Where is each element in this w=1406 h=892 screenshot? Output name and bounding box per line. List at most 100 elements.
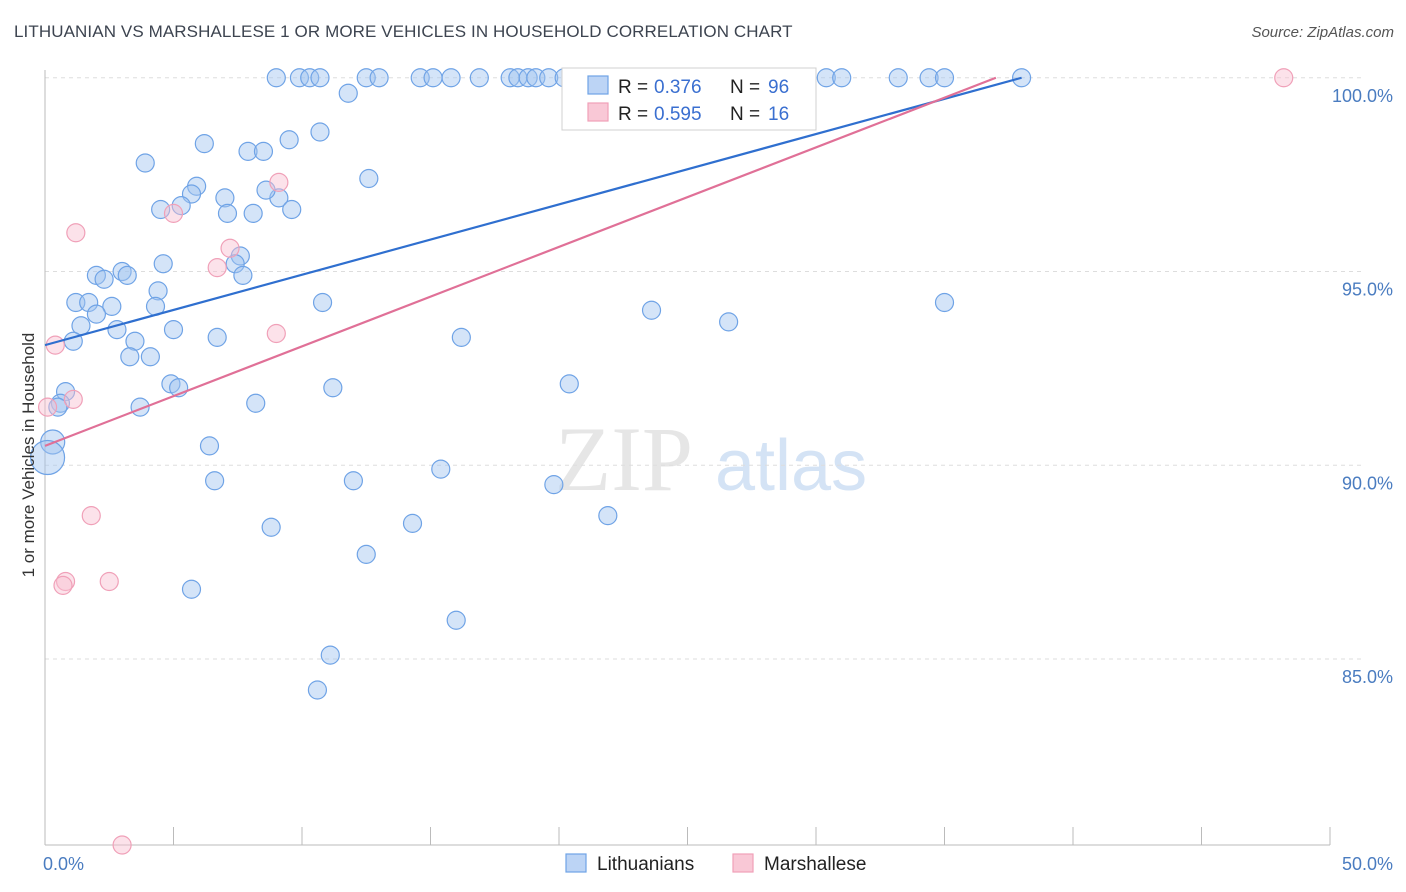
axis-labels: 85.0% 90.0% 95.0% 100.0% 0.0% 50.0%: [43, 86, 1393, 874]
legend-swatch-lithuanians: [587, 75, 609, 95]
bottom-legend-lithuanians: Lithuanians: [597, 854, 694, 875]
marshallese-trend-line: [44, 76, 997, 447]
marshallese-point: [99, 571, 119, 592]
lithuanian-point: [225, 254, 245, 274]
lithuanian-point: [641, 300, 662, 320]
lithuanian-point: [48, 397, 68, 417]
lithuanian-point: [338, 83, 358, 103]
watermark-zip: ZIP: [555, 408, 693, 510]
lithuanian-point: [518, 68, 538, 88]
lithuanian-point: [423, 68, 443, 88]
y-tick-label: 95.0%: [1342, 280, 1393, 300]
y-tick-label: 100.0%: [1332, 86, 1393, 106]
marshallese-point: [207, 258, 227, 278]
lithuanian-point: [282, 199, 302, 220]
grid-lines: [45, 77, 1365, 660]
bottom-legend-swatch-lithuanians: [565, 853, 587, 873]
lithuanian-point: [343, 471, 363, 491]
lithuanian-point: [469, 68, 489, 88]
lithuanian-point: [446, 610, 466, 630]
chart-title: LITHUANIAN VS MARSHALLESE 1 OR MORE VEHI…: [14, 22, 793, 41]
lithuanian-point: [140, 347, 160, 367]
lithuanian-point: [120, 347, 140, 367]
lithuanian-point: [217, 203, 238, 223]
legend-r-label-1: R =: [618, 77, 648, 98]
lithuanian-point: [369, 68, 389, 88]
marshallese-point: [37, 397, 58, 417]
marshallese-point: [66, 223, 86, 243]
lithuanian-point: [171, 196, 191, 216]
lithuanian-point: [598, 506, 618, 526]
x-tick-label-max: 50.0%: [1342, 854, 1393, 874]
lithuanian-point: [832, 68, 852, 88]
lithuanian-point: [117, 265, 137, 285]
lithuanian-point: [719, 312, 739, 332]
lithuanian-trend-line: [44, 76, 1022, 347]
marshallese-point: [220, 238, 240, 258]
marshallese-point: [81, 506, 101, 526]
lithuanian-point: [94, 269, 114, 289]
lithuanian-point: [125, 331, 145, 351]
lithuanian-point: [163, 320, 184, 340]
watermark-atlas: atlas: [715, 426, 867, 506]
legend-r-value-2: 0.595: [654, 104, 702, 125]
legend-r-value-1: 0.376: [654, 77, 702, 98]
lithuanian-point: [153, 254, 173, 274]
lithuanian-point: [215, 188, 235, 208]
y-tick-label: 90.0%: [1342, 473, 1393, 493]
lithuanian-point: [451, 327, 471, 347]
lithuanian-point: [29, 439, 66, 476]
marshallese-point: [266, 323, 286, 344]
lithuanian-point: [320, 645, 340, 665]
legend-box: R = 0.376 N = 96 R = 0.595 N = 16: [561, 67, 817, 131]
lithuanian-point: [279, 130, 299, 150]
legend-n-value-1: 96: [768, 77, 789, 98]
lithuanian-point: [356, 544, 376, 564]
bottom-legend-swatch-marshallese: [732, 853, 754, 873]
lithuanian-point: [102, 296, 122, 316]
lithuanian-point: [289, 68, 310, 88]
lithuanian-point: [148, 281, 168, 301]
data-points: [29, 68, 1294, 855]
lithuanian-point: [112, 261, 132, 282]
axes: [44, 70, 1331, 846]
lithuanian-point: [539, 68, 559, 88]
lithuanian-point: [79, 292, 99, 313]
lithuanian-point: [888, 68, 908, 88]
lithuanian-point: [207, 327, 227, 347]
lithuanian-point: [205, 471, 225, 491]
lithuanian-point: [359, 168, 379, 189]
lithuanian-point: [312, 292, 333, 313]
lithuanian-point: [238, 141, 258, 161]
marshallese-point: [63, 389, 83, 409]
lithuanian-point: [431, 459, 451, 479]
lithuanian-point: [310, 122, 330, 142]
lithuanian-point: [266, 68, 286, 88]
lithuanian-point: [934, 292, 955, 313]
lithuanian-point: [300, 68, 320, 88]
legend-n-value-2: 16: [768, 104, 789, 125]
lithuanian-point: [181, 579, 202, 599]
lithuanian-point: [441, 68, 461, 88]
lithuanian-point: [55, 382, 76, 402]
marshallese-point: [1274, 68, 1294, 88]
x-tick-label-min: 0.0%: [43, 854, 84, 874]
lithuanian-point: [919, 68, 939, 88]
lithuanian-point: [544, 475, 564, 495]
lithuanian-point: [310, 68, 330, 88]
bottom-legend-marshallese: Marshallese: [764, 854, 866, 875]
lithuanian-point: [151, 199, 171, 220]
lithuanian-point: [233, 265, 253, 285]
lithuanian-point: [559, 374, 579, 394]
y-axis-title: 1 or more Vehicles in Household: [19, 333, 38, 578]
lithuanian-point: [261, 517, 281, 537]
legend-n-label-2: N =: [730, 104, 760, 125]
marshallese-point: [163, 203, 184, 223]
legend-n-label-1: N =: [730, 77, 760, 98]
marshallese-point: [269, 172, 289, 192]
lithuanian-point: [253, 141, 274, 161]
lithuanian-point: [246, 393, 266, 413]
bottom-legend: Lithuanians Marshallese: [565, 853, 866, 875]
lithuanian-point: [243, 203, 263, 223]
